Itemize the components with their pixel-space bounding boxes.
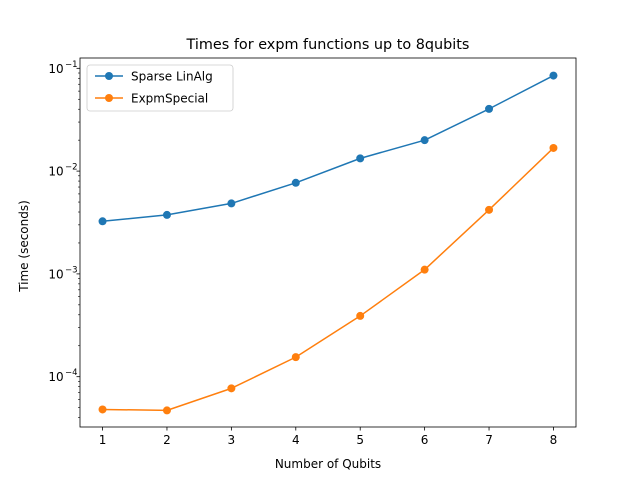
y-tick-label: 10 −4: [48, 368, 77, 384]
data-point: [420, 265, 429, 274]
legend-marker: [105, 72, 113, 80]
x-tick-label: 4: [292, 433, 300, 447]
x-tick-label: 5: [356, 433, 364, 447]
plot-area: 1 2 3 4 5 6 7 810−410−310−210−1: [48, 57, 577, 447]
data-point: [98, 217, 107, 226]
series-line: [102, 74, 554, 223]
x-axis-label: Number of Qubits: [275, 457, 381, 471]
data-point: [291, 178, 300, 187]
data-point: [291, 353, 300, 362]
y-tick-exponent: −1: [65, 60, 78, 70]
data-point: [485, 205, 494, 214]
data-point: [227, 384, 236, 393]
y-tick-exponent: −2: [65, 163, 78, 173]
legend: Sparse LinAlg ExpmSpecial: [86, 64, 234, 112]
y-tick-exponent: −3: [65, 265, 78, 275]
data-point: [98, 405, 107, 414]
y-tick-exponent: −4: [65, 368, 78, 378]
data-point: [162, 210, 171, 219]
legend-label: Sparse LinAlg: [131, 70, 213, 84]
data-point: [356, 311, 365, 320]
y-axis-label: Time (seconds): [17, 200, 31, 293]
data-point: [420, 136, 429, 145]
data-point: [549, 143, 558, 152]
x-tick-label: 8: [550, 433, 558, 447]
y-tick-base: 10: [48, 370, 63, 384]
data-point: [485, 104, 494, 113]
legend-box: [86, 64, 234, 112]
y-tick-base: 10: [48, 165, 63, 179]
legend-item: Sparse LinAlg: [95, 70, 213, 84]
x-tick-label: 1: [99, 433, 107, 447]
legend-label: ExpmSpecial: [131, 92, 208, 106]
axes-frame: [79, 57, 577, 428]
y-tick-label: 10 −1: [48, 60, 77, 76]
data-point: [356, 154, 365, 163]
series-2: [98, 143, 558, 415]
x-tick-label: 2: [163, 433, 171, 447]
y-tick-label: 10 −3: [48, 265, 77, 281]
y-tick-base: 10: [48, 267, 63, 281]
data-point: [162, 406, 171, 415]
y-tick-label: 10 −2: [48, 163, 77, 179]
series-line: [102, 147, 554, 412]
x-tick-label: 3: [228, 433, 236, 447]
series-1: [98, 71, 558, 226]
x-tick-label: 6: [421, 433, 429, 447]
legend-item: ExpmSpecial: [95, 92, 208, 106]
legend-marker: [105, 94, 113, 102]
data-point: [227, 199, 236, 208]
chart-title: Times for expm functions up to 8qubits: [186, 37, 470, 53]
data-point: [549, 71, 558, 80]
x-tick-label: 7: [485, 433, 493, 447]
y-tick-base: 10: [48, 62, 63, 76]
